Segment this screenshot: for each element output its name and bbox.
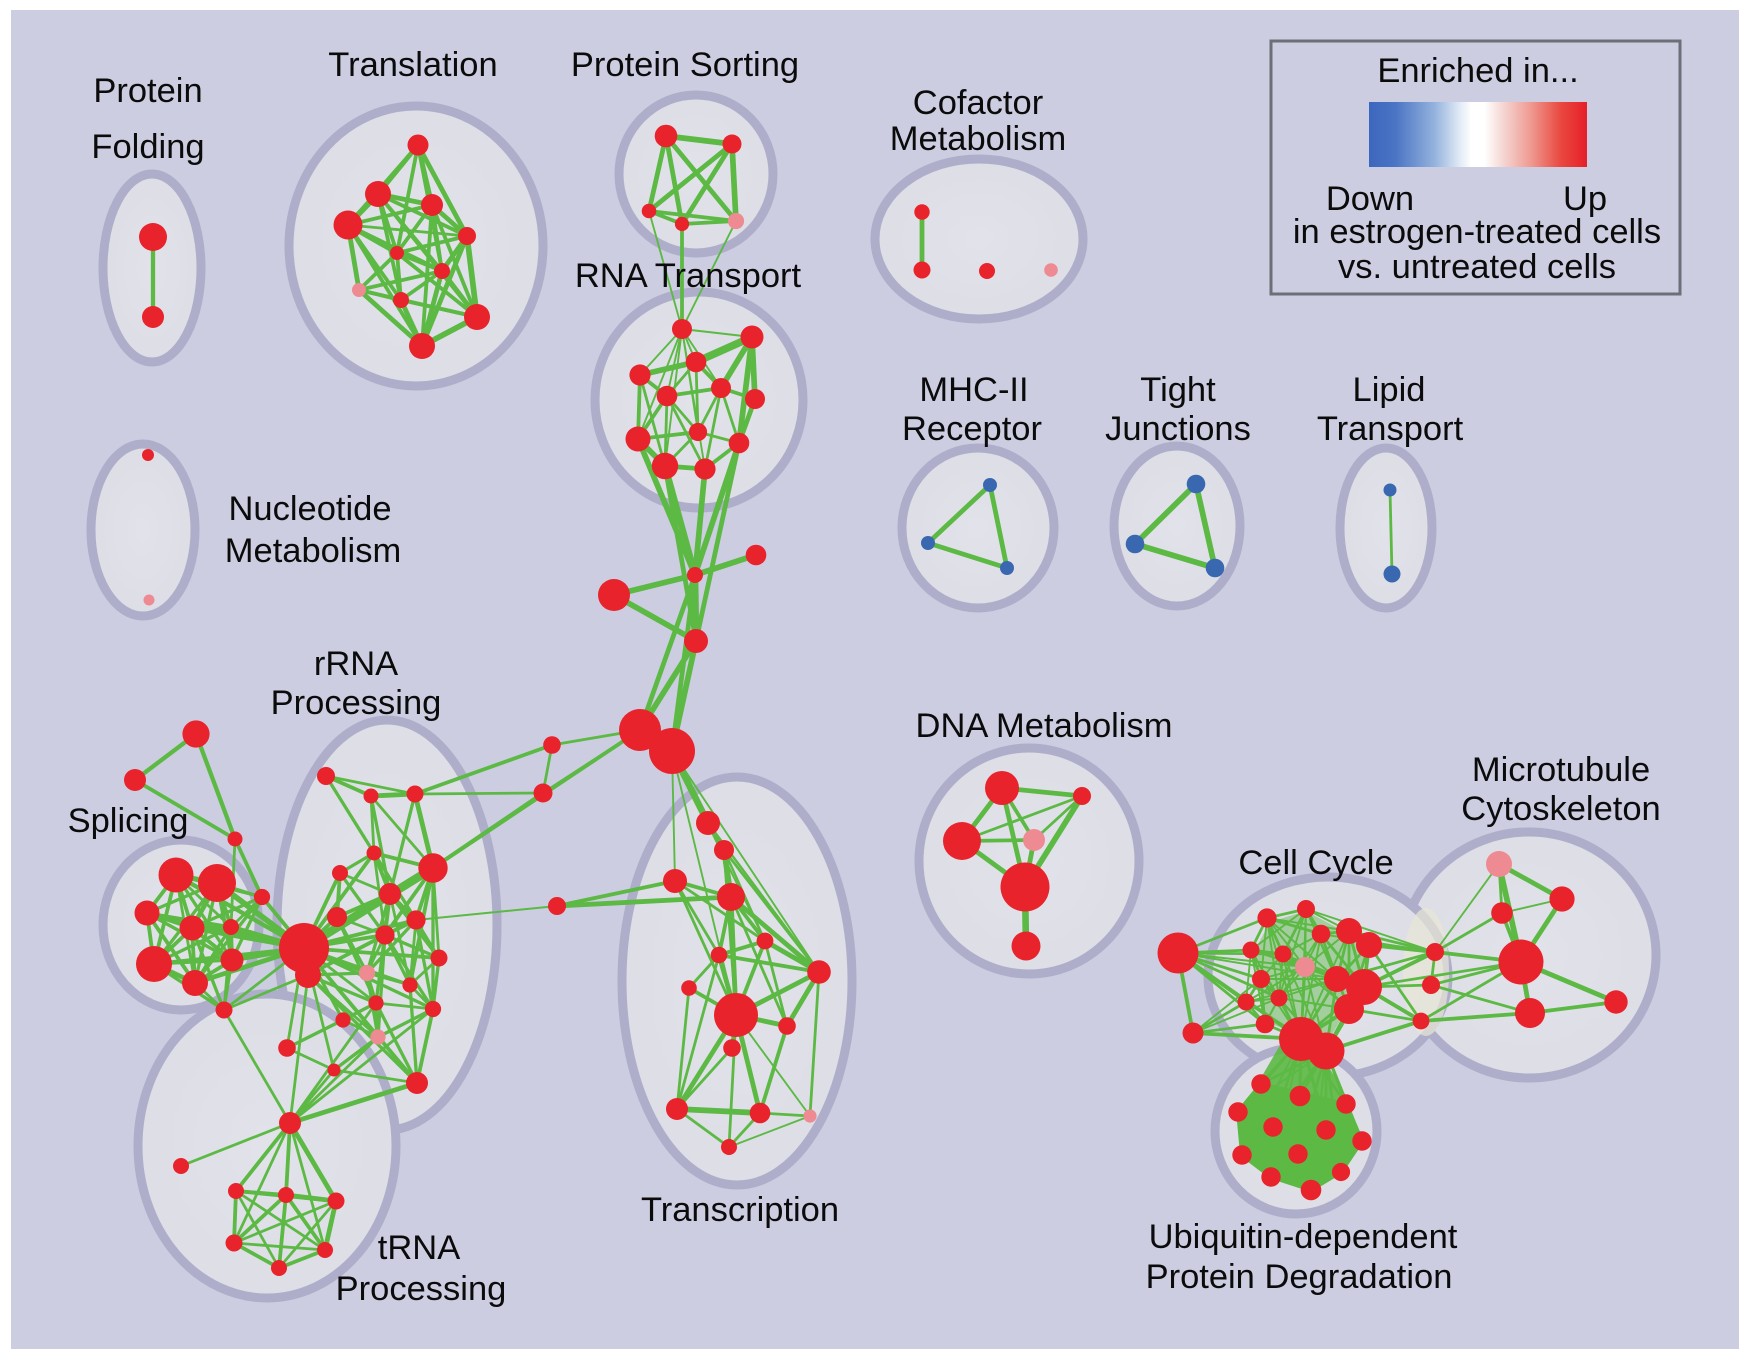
svg-text:Transcription: Transcription (641, 1191, 839, 1229)
svg-text:Up: Up (1563, 180, 1607, 218)
svg-text:tRNA: tRNA (378, 1229, 460, 1267)
svg-text:Protein Sorting: Protein Sorting (571, 46, 799, 84)
svg-text:Processing: Processing (336, 1270, 507, 1308)
svg-text:Transport: Transport (1317, 410, 1464, 448)
svg-text:Down: Down (1326, 180, 1414, 218)
svg-text:Processing: Processing (271, 684, 442, 722)
svg-text:Cofactor: Cofactor (913, 84, 1043, 122)
svg-text:MHC-II: MHC-II (919, 371, 1028, 409)
svg-text:Splicing: Splicing (68, 802, 189, 840)
svg-text:Junctions: Junctions (1105, 410, 1251, 448)
svg-text:Microtubule: Microtubule (1472, 751, 1650, 789)
svg-text:vs. untreated cells: vs. untreated cells (1338, 248, 1616, 286)
svg-text:Protein: Protein (93, 72, 202, 110)
svg-text:Cell Cycle: Cell Cycle (1238, 844, 1393, 882)
svg-text:Protein Degradation: Protein Degradation (1146, 1258, 1453, 1296)
svg-text:Receptor: Receptor (902, 410, 1042, 448)
svg-text:Metabolism: Metabolism (890, 120, 1066, 158)
svg-text:RNA Transport: RNA Transport (575, 257, 802, 295)
svg-text:Ubiquitin-dependent: Ubiquitin-dependent (1149, 1218, 1458, 1256)
svg-text:Translation: Translation (328, 46, 497, 84)
svg-text:rRNA: rRNA (314, 645, 398, 683)
svg-text:Nucleotide: Nucleotide (228, 490, 391, 528)
svg-text:Lipid: Lipid (1353, 371, 1426, 409)
svg-text:Metabolism: Metabolism (225, 532, 401, 570)
svg-text:in estrogen-treated cells: in estrogen-treated cells (1293, 213, 1661, 251)
svg-text:Tight: Tight (1140, 371, 1216, 409)
svg-text:DNA Metabolism: DNA Metabolism (916, 707, 1173, 745)
svg-text:Folding: Folding (91, 128, 204, 166)
svg-text:Cytoskeleton: Cytoskeleton (1461, 790, 1660, 828)
svg-text:Enriched in...: Enriched in... (1377, 52, 1578, 90)
